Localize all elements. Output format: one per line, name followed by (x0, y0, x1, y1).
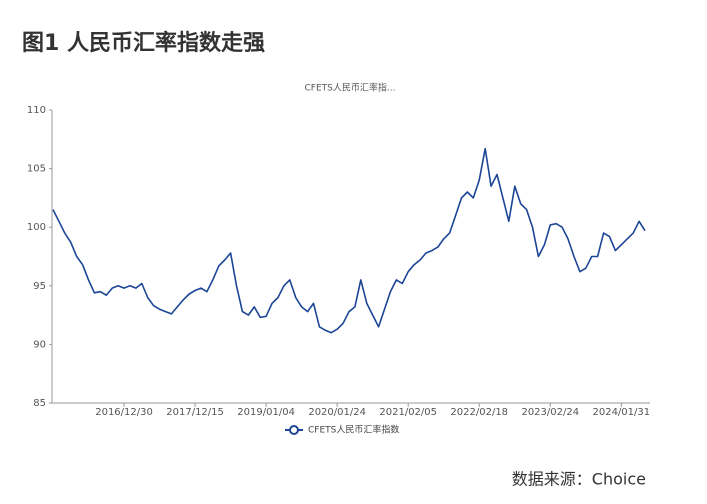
heading: 图1 人民币汇率指数走强 (22, 30, 265, 56)
y-tick-label: 95 (33, 281, 46, 292)
x-tick-label: 2019/01/04 (237, 407, 295, 418)
x-tick-label: 2022/02/18 (450, 407, 508, 418)
x-tick-label: 2020/01/24 (308, 407, 366, 418)
legend-marker (289, 425, 299, 435)
chart-title: CFETS人民币汇率指... (305, 82, 396, 94)
y-tick-label: 105 (27, 164, 46, 175)
x-tick-label: 2021/02/05 (379, 407, 437, 418)
x-tick-label: 2017/12/15 (166, 407, 224, 418)
y-tick-label: 90 (33, 339, 46, 350)
x-tick-label: 2024/01/31 (592, 407, 650, 418)
y-tick-label: 100 (27, 222, 46, 233)
y-tick-label: 85 (33, 398, 46, 409)
source: 数据来源：Choice (512, 470, 646, 489)
y-tick-label: 110 (27, 105, 46, 116)
x-tick-label: 2023/02/24 (521, 407, 579, 418)
legend-label: CFETS人民币汇率指数 (308, 424, 399, 436)
x-tick-label: 2016/12/30 (95, 407, 153, 418)
series-line (52, 147, 646, 334)
